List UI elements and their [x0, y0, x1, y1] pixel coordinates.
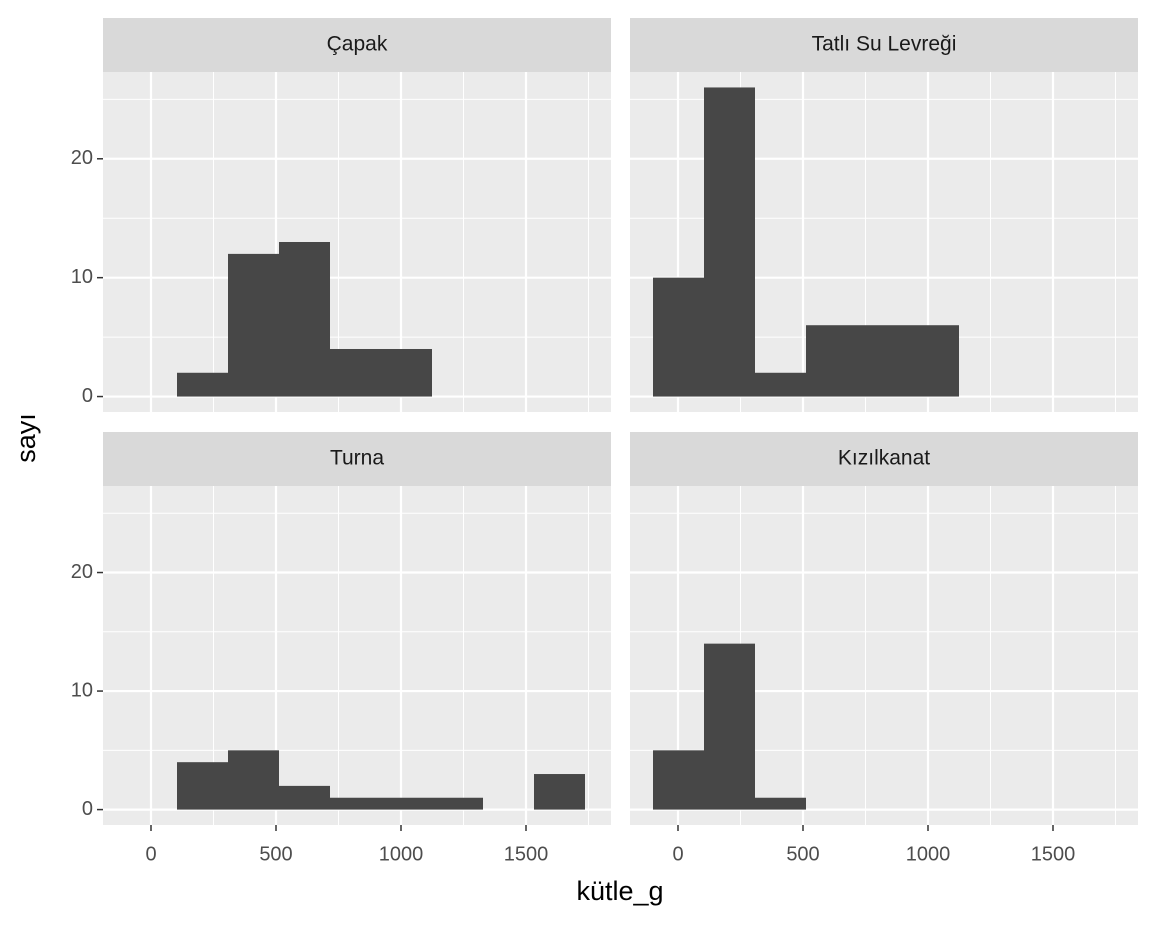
- x-tick-label: 1500: [504, 843, 549, 865]
- strip: [630, 432, 1138, 486]
- bar: [177, 372, 228, 397]
- bar: [330, 348, 381, 397]
- y-tick-label: 10: [71, 266, 93, 288]
- y-tick-label: 10: [71, 679, 93, 701]
- bar: [228, 750, 279, 810]
- bar: [755, 797, 806, 810]
- bar: [432, 797, 483, 810]
- bar: [653, 750, 704, 810]
- bar: [653, 277, 704, 397]
- strip-label: Tatlı Su Levreği: [812, 33, 957, 56]
- strip: [103, 432, 611, 486]
- bar: [279, 785, 330, 810]
- strip-label: Kızılkanat: [838, 447, 930, 470]
- y-tick-label: 0: [82, 385, 93, 407]
- bar: [381, 797, 432, 810]
- bar: [534, 774, 585, 810]
- bar: [228, 253, 279, 397]
- strip: [103, 18, 611, 72]
- y-tick-label: 20: [71, 147, 93, 169]
- bar: [704, 643, 755, 810]
- bar: [806, 325, 857, 397]
- bar: [381, 348, 432, 397]
- bar: [177, 762, 228, 810]
- x-tick-label: 0: [145, 843, 156, 865]
- bar: [857, 325, 908, 397]
- x-tick-label: 1000: [379, 843, 424, 865]
- strip-label: Turna: [330, 447, 384, 470]
- x-tick-label: 0: [672, 843, 683, 865]
- strip: [630, 18, 1138, 72]
- y-tick-label: 20: [71, 561, 93, 583]
- x-tick-label: 1500: [1031, 843, 1076, 865]
- strip-label: Çapak: [327, 33, 388, 56]
- x-tick-label: 500: [786, 843, 819, 865]
- y-axis-title: sayı: [11, 413, 41, 463]
- bar: [755, 372, 806, 397]
- bar: [908, 325, 959, 397]
- y-tick-label: 0: [82, 798, 93, 820]
- bar: [330, 797, 381, 810]
- bar: [704, 87, 755, 397]
- x-tick-label: 1000: [906, 843, 951, 865]
- x-tick-label: 500: [259, 843, 292, 865]
- bar: [279, 242, 330, 397]
- x-axis-title: kütle_g: [576, 876, 663, 906]
